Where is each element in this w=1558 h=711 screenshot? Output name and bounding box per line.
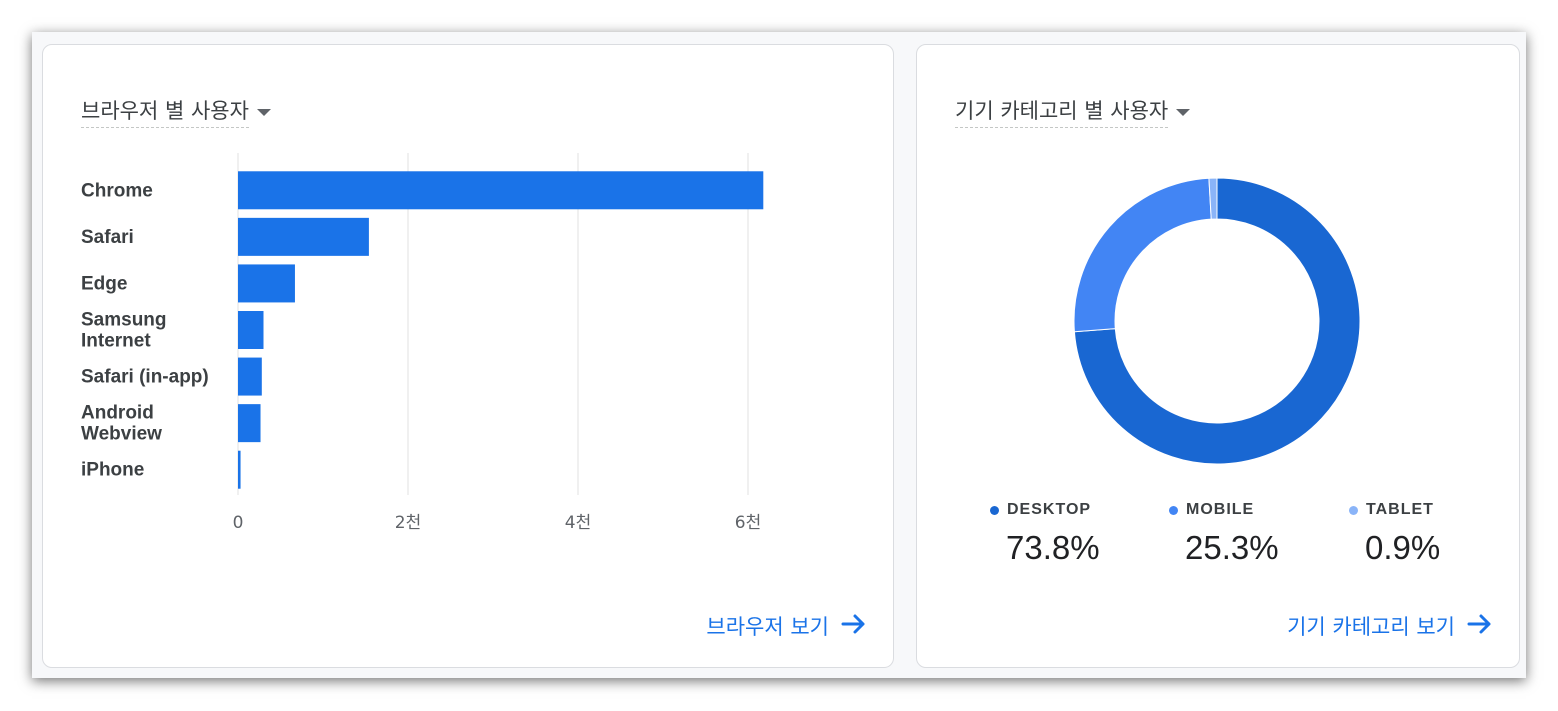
x-tick-label: 0 [233,513,244,533]
device-donut-chart [1073,177,1361,465]
donut-slice-mobile [1073,177,1212,333]
category-label: Safari [81,227,134,248]
bar [238,404,261,443]
category-label: iPhone [81,460,144,481]
desktop-dot-icon [990,505,999,515]
x-tick-label: 4천 [565,513,591,533]
legend-value-tablet: 0.9% [1365,529,1441,566]
bar [238,217,369,256]
donut-slice-tablet [1208,177,1218,220]
device-card-title-dropdown[interactable]: 기기 카테고리 별 사용자 [955,95,1191,128]
browser-bar-chart: 0 2천 4천 6천 Chrome Safari Edge Samsung Internet Sa… [81,153,764,533]
caret-down-icon[interactable] [1176,109,1191,116]
legend-label-mobile: MOBILE [1186,501,1255,518]
view-browsers-label: 브라우저 보기 [706,615,829,639]
view-browsers-link[interactable]: 브라우저 보기 [706,611,867,641]
device-legend: DESKTOP 73.8% MOBILE 25.3% TABLET 0.9% [917,501,1519,581]
legend-item-tablet: TABLET 0.9% [1349,501,1440,567]
bar [238,450,241,489]
category-label: Edge [81,273,127,294]
category-label: Android Webview [81,403,162,445]
tablet-dot-icon [1349,505,1358,515]
legend-value-desktop: 73.8% [1006,529,1100,566]
legend-label-tablet: TABLET [1366,501,1434,518]
legend-label-desktop: DESKTOP [1007,501,1092,518]
device-card-title: 기기 카테고리 별 사용자 [955,95,1169,128]
legend-item-desktop: DESKTOP 73.8% [990,501,1100,567]
arrow-right-icon [841,613,867,640]
x-tick-label: 2천 [395,513,421,533]
category-label: Samsung Internet [81,310,167,352]
arrow-right-icon [1467,613,1493,640]
bar [238,357,262,396]
bar [238,264,295,303]
view-device-categories-link[interactable]: 기기 카테고리 보기 [1287,611,1493,641]
browser-users-card: 브라우저 별 사용자 0 2천 4천 6천 Chrome Safari Edge Samsun… [42,44,894,668]
donut-slice-desktop [1073,177,1361,465]
mobile-dot-icon [1169,505,1178,515]
view-device-categories-label: 기기 카테고리 보기 [1287,615,1455,639]
bar [238,311,264,349]
bar [238,171,764,210]
legend-value-mobile: 25.3% [1185,529,1279,566]
browser-card-title-dropdown[interactable]: 브라우저 별 사용자 [81,95,271,128]
x-tick-label: 6천 [735,513,761,533]
legend-item-mobile: MOBILE 25.3% [1169,501,1279,567]
category-label: Chrome [81,180,153,201]
dashboard-frame: 브라우저 별 사용자 0 2천 4천 6천 Chrome Safari Edge Samsun… [32,32,1526,678]
category-label: Safari (in-app) [81,367,209,388]
device-users-card: 기기 카테고리 별 사용자 DESKTOP 73.8% MOBILE 25.3%… [916,44,1520,668]
caret-down-icon[interactable] [256,109,271,116]
browser-card-title: 브라우저 별 사용자 [81,95,249,128]
